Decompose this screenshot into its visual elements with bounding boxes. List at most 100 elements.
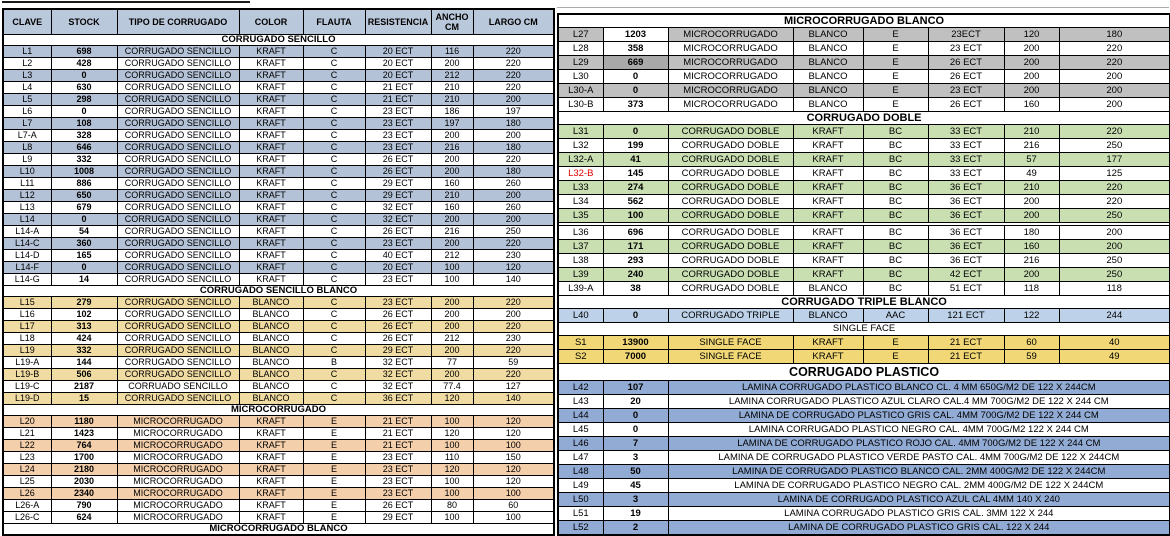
cell-stock[interactable]: 358 bbox=[602, 41, 669, 56]
cell-resistencia[interactable]: 36 ECT bbox=[927, 208, 1005, 223]
cell-color[interactable]: KRAFT bbox=[792, 180, 864, 195]
cell-clave[interactable]: S1 bbox=[557, 335, 604, 350]
cell-resistencia[interactable]: 20 ECT bbox=[364, 45, 432, 58]
cell-tipo[interactable]: CORRUGADO SENCILLO bbox=[116, 320, 240, 333]
cell-color[interactable]: KRAFT bbox=[792, 152, 864, 167]
cell-tipo[interactable]: CORRUGADO SENCILLO bbox=[116, 308, 240, 321]
cell-clave[interactable]: L4 bbox=[2, 81, 52, 94]
cell-clave[interactable]: L8 bbox=[2, 141, 52, 154]
cell-resistencia[interactable]: 32 ECT bbox=[364, 380, 432, 393]
cell-flauta[interactable]: B bbox=[302, 356, 366, 369]
cell-flauta[interactable]: BC bbox=[862, 253, 929, 268]
cell-clave[interactable]: L44 bbox=[557, 408, 604, 423]
cell-tipo[interactable]: MICROCORRUGADO bbox=[116, 487, 240, 500]
cell-clave[interactable]: L17 bbox=[2, 320, 52, 333]
cell-flauta[interactable]: E bbox=[302, 451, 366, 464]
cell-flauta[interactable]: C bbox=[302, 165, 366, 178]
cell-tipo[interactable]: CORRUGADO DOBLE bbox=[667, 267, 794, 282]
cell-color[interactable]: KRAFT bbox=[238, 117, 304, 130]
cell-clave[interactable]: L16 bbox=[2, 308, 52, 321]
cell-stock[interactable]: 0 bbox=[602, 408, 669, 423]
cell-clave[interactable]: L9 bbox=[2, 153, 52, 166]
cell-flauta[interactable]: E bbox=[862, 69, 929, 84]
cell-stock[interactable]: 669 bbox=[602, 55, 669, 70]
cell-color[interactable]: KRAFT bbox=[792, 349, 864, 364]
cell-resistencia[interactable]: 20 ECT bbox=[364, 261, 432, 274]
cell-tipo[interactable]: MICROCORRUGADO bbox=[667, 55, 794, 70]
cell-tipo[interactable]: CORRUGADO SENCILLO bbox=[116, 189, 240, 202]
cell-tipo[interactable]: CORRUGADO DOBLE bbox=[667, 138, 794, 153]
cell-largo[interactable]: 118 bbox=[1058, 281, 1170, 296]
section-header-corrugado-plastico[interactable]: CORRUGADO PLASTICO bbox=[557, 363, 1170, 381]
cell-largo[interactable]: 220 bbox=[1058, 180, 1170, 195]
cell-clave[interactable]: L3 bbox=[2, 69, 52, 82]
cell-clave[interactable]: L14-G bbox=[2, 273, 52, 286]
cell-color[interactable]: KRAFT bbox=[792, 124, 864, 139]
cell-clave[interactable]: L30-A bbox=[557, 83, 604, 98]
section-header-microcorrugado-blanco[interactable]: MICROCORRUGADO BLANCO bbox=[557, 13, 1170, 28]
cell-resistencia[interactable]: 26 ECT bbox=[364, 225, 432, 238]
cell-flauta[interactable]: C bbox=[302, 153, 366, 166]
cell-clave[interactable]: L1 bbox=[2, 45, 52, 58]
cell-stock[interactable]: 107 bbox=[602, 380, 669, 395]
cell-color[interactable]: KRAFT bbox=[238, 463, 304, 476]
cell-resistencia[interactable]: 23 ECT bbox=[364, 463, 432, 476]
cell-descripcion[interactable]: LAMINA DE CORRUGADO PLASTICO AZUL CAL 4M… bbox=[667, 492, 1170, 507]
cell-descripcion[interactable]: LAMINA DE CORRUGADO PLASTICO ROJO CAL. 4… bbox=[667, 436, 1170, 451]
cell-resistencia[interactable]: 23 ECT bbox=[364, 451, 432, 464]
cell-clave[interactable]: L43 bbox=[557, 394, 604, 409]
cell-clave[interactable]: L40 bbox=[557, 308, 604, 323]
cell-largo[interactable]: 220 bbox=[472, 237, 555, 250]
cell-color[interactable]: KRAFT bbox=[238, 81, 304, 94]
cell-stock[interactable]: 293 bbox=[602, 253, 669, 268]
cell-color[interactable]: KRAFT bbox=[238, 45, 304, 58]
cell-stock[interactable]: 1423 bbox=[50, 427, 118, 440]
cell-tipo[interactable]: CORRUGADO SENCILLO bbox=[116, 105, 240, 118]
cell-flauta[interactable]: E bbox=[302, 463, 366, 476]
cell-clave[interactable]: L14-D bbox=[2, 249, 52, 262]
cell-clave[interactable]: L20 bbox=[2, 415, 52, 428]
cell-largo[interactable]: 120 bbox=[472, 415, 555, 428]
cell-color[interactable]: KRAFT bbox=[238, 261, 304, 274]
cell-flauta[interactable]: BC bbox=[862, 239, 929, 254]
cell-largo[interactable]: 220 bbox=[472, 81, 555, 94]
cell-clave[interactable]: L26-A bbox=[2, 499, 52, 512]
cell-color[interactable]: KRAFT bbox=[238, 69, 304, 82]
cell-descripcion[interactable]: LAMINA CORRUGADO PLASTICO BLANCO CL. 4 M… bbox=[667, 380, 1170, 395]
cell-tipo[interactable]: CORRUGADO DOBLE bbox=[667, 194, 794, 209]
cell-ancho[interactable]: 216 bbox=[430, 141, 474, 154]
cell-resistencia[interactable]: 23 ECT bbox=[364, 105, 432, 118]
cell-largo[interactable]: 197 bbox=[472, 105, 555, 118]
cell-ancho[interactable]: 200 bbox=[1003, 83, 1060, 98]
cell-resistencia[interactable]: 33 ECT bbox=[927, 124, 1005, 139]
cell-ancho[interactable]: 200 bbox=[430, 320, 474, 333]
cell-color[interactable]: BLANCO bbox=[238, 296, 304, 309]
cell-tipo[interactable]: CORRUGADO TRIPLE bbox=[667, 308, 794, 323]
cell-stock[interactable]: 698 bbox=[50, 45, 118, 58]
cell-largo[interactable]: 120 bbox=[472, 261, 555, 274]
cell-clave[interactable]: L45 bbox=[557, 422, 604, 437]
cell-tipo[interactable]: CORRUGADO SENCILLO bbox=[116, 273, 240, 286]
cell-largo[interactable]: 200 bbox=[472, 93, 555, 106]
cell-color[interactable]: BLANCO bbox=[238, 356, 304, 369]
cell-flauta[interactable]: BC bbox=[862, 281, 929, 296]
cell-stock[interactable]: 45 bbox=[602, 478, 669, 493]
cell-largo[interactable]: 220 bbox=[472, 296, 555, 309]
cell-resistencia[interactable]: 23 ECT bbox=[364, 237, 432, 250]
cell-resistencia[interactable]: 26 ECT bbox=[364, 332, 432, 345]
cell-tipo[interactable]: CORRUGADO SENCILLO bbox=[116, 296, 240, 309]
cell-largo[interactable]: 250 bbox=[1058, 138, 1170, 153]
cell-stock[interactable]: 20 bbox=[602, 394, 669, 409]
section-header-corrugado-doble[interactable]: CORRUGADO DOBLE bbox=[557, 111, 1170, 125]
cell-largo[interactable]: 180 bbox=[472, 141, 555, 154]
cell-ancho[interactable]: 110 bbox=[430, 451, 474, 464]
cell-resistencia[interactable]: 23 ECT bbox=[927, 41, 1005, 56]
cell-flauta[interactable]: C bbox=[302, 213, 366, 226]
cell-largo[interactable]: 40 bbox=[1058, 335, 1170, 350]
cell-resistencia[interactable]: 21 ECT bbox=[364, 93, 432, 106]
cell-clave[interactable]: L5 bbox=[2, 93, 52, 106]
cell-tipo[interactable]: MICROCORRUGADO bbox=[667, 83, 794, 98]
cell-largo[interactable]: 180 bbox=[472, 117, 555, 130]
cell-largo[interactable]: 140 bbox=[472, 273, 555, 286]
cell-clave[interactable]: L14-A bbox=[2, 225, 52, 238]
